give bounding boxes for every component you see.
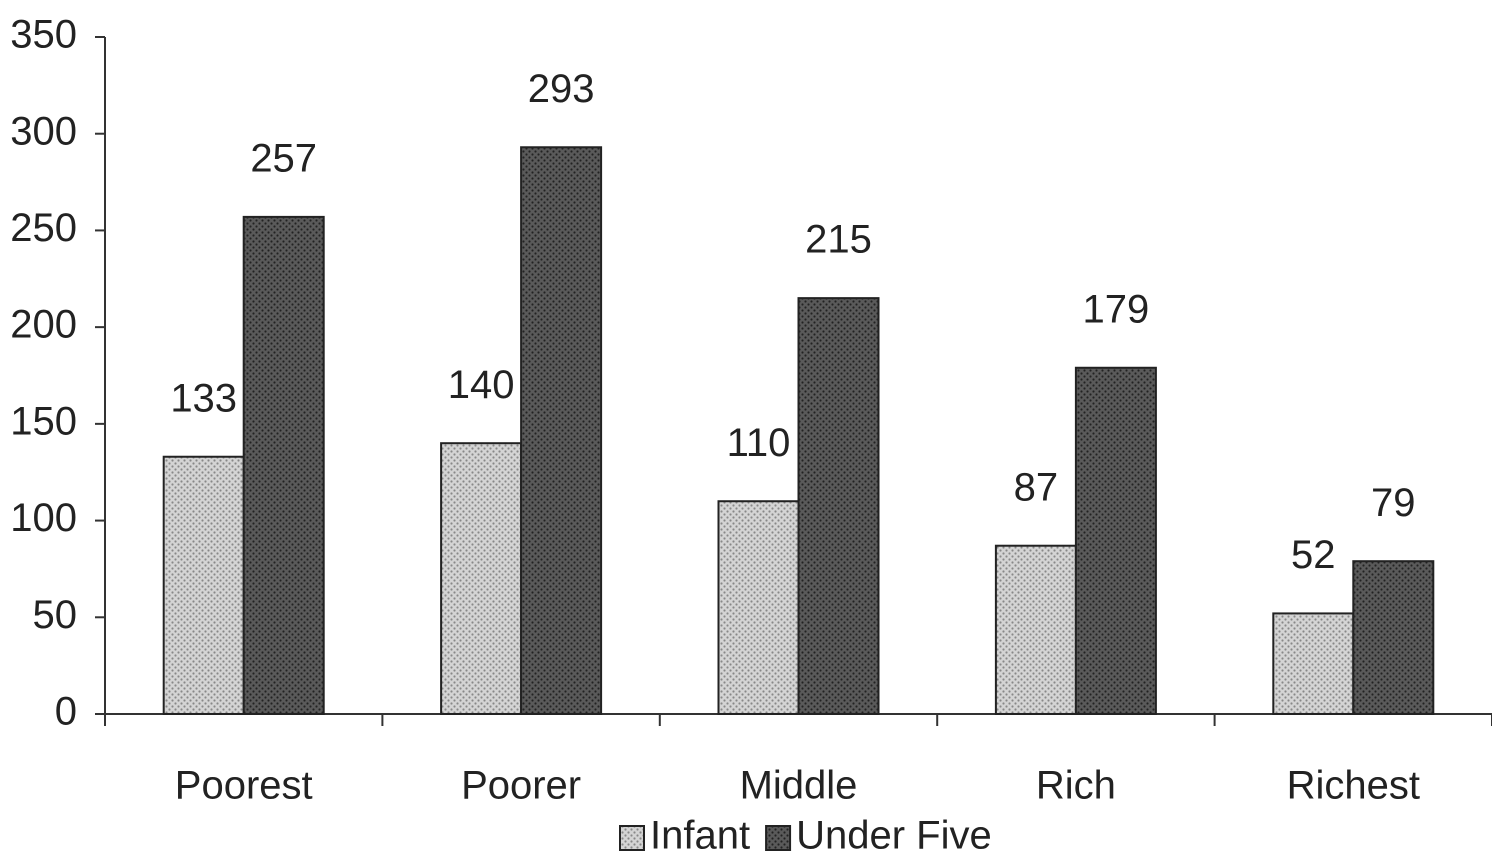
value-label: 133 — [170, 376, 237, 420]
value-label: 215 — [805, 218, 872, 262]
y-tick-label: 150 — [10, 399, 77, 443]
bar — [162, 455, 245, 715]
y-tick-label: 250 — [10, 206, 77, 250]
value-label: 179 — [1083, 287, 1150, 331]
x-tick-label: Poorest — [175, 764, 313, 808]
y-tick-label: 300 — [10, 109, 77, 153]
value-label: 52 — [1291, 533, 1336, 577]
bar — [717, 500, 800, 715]
value-label: 293 — [528, 67, 595, 111]
bar — [1074, 366, 1157, 715]
bar — [1352, 560, 1435, 715]
y-tick-label: 100 — [10, 496, 77, 540]
value-label: 79 — [1371, 481, 1416, 525]
legend-swatch — [765, 825, 792, 851]
legend-swatch — [619, 825, 645, 851]
bar — [440, 442, 523, 715]
x-tick-label: Rich — [1036, 764, 1116, 808]
bar — [797, 297, 880, 715]
bar — [242, 215, 325, 715]
legend-label: Under Five — [796, 814, 992, 858]
legend-label: Infant — [650, 814, 750, 858]
y-tick-label: 200 — [10, 303, 77, 347]
value-label: 110 — [727, 421, 791, 465]
bar — [1272, 612, 1355, 715]
value-label: 257 — [250, 136, 317, 180]
x-tick-label: Poorer — [461, 764, 581, 808]
bar — [520, 146, 603, 716]
y-tick-label: 350 — [10, 13, 77, 57]
value-label: 140 — [448, 363, 515, 407]
bar — [994, 544, 1077, 716]
x-tick-label: Middle — [740, 764, 858, 808]
x-tick-label: Richest — [1287, 764, 1420, 808]
y-tick-label: 50 — [33, 593, 78, 637]
value-label: 87 — [1014, 465, 1059, 509]
y-tick-label: 0 — [55, 690, 77, 734]
